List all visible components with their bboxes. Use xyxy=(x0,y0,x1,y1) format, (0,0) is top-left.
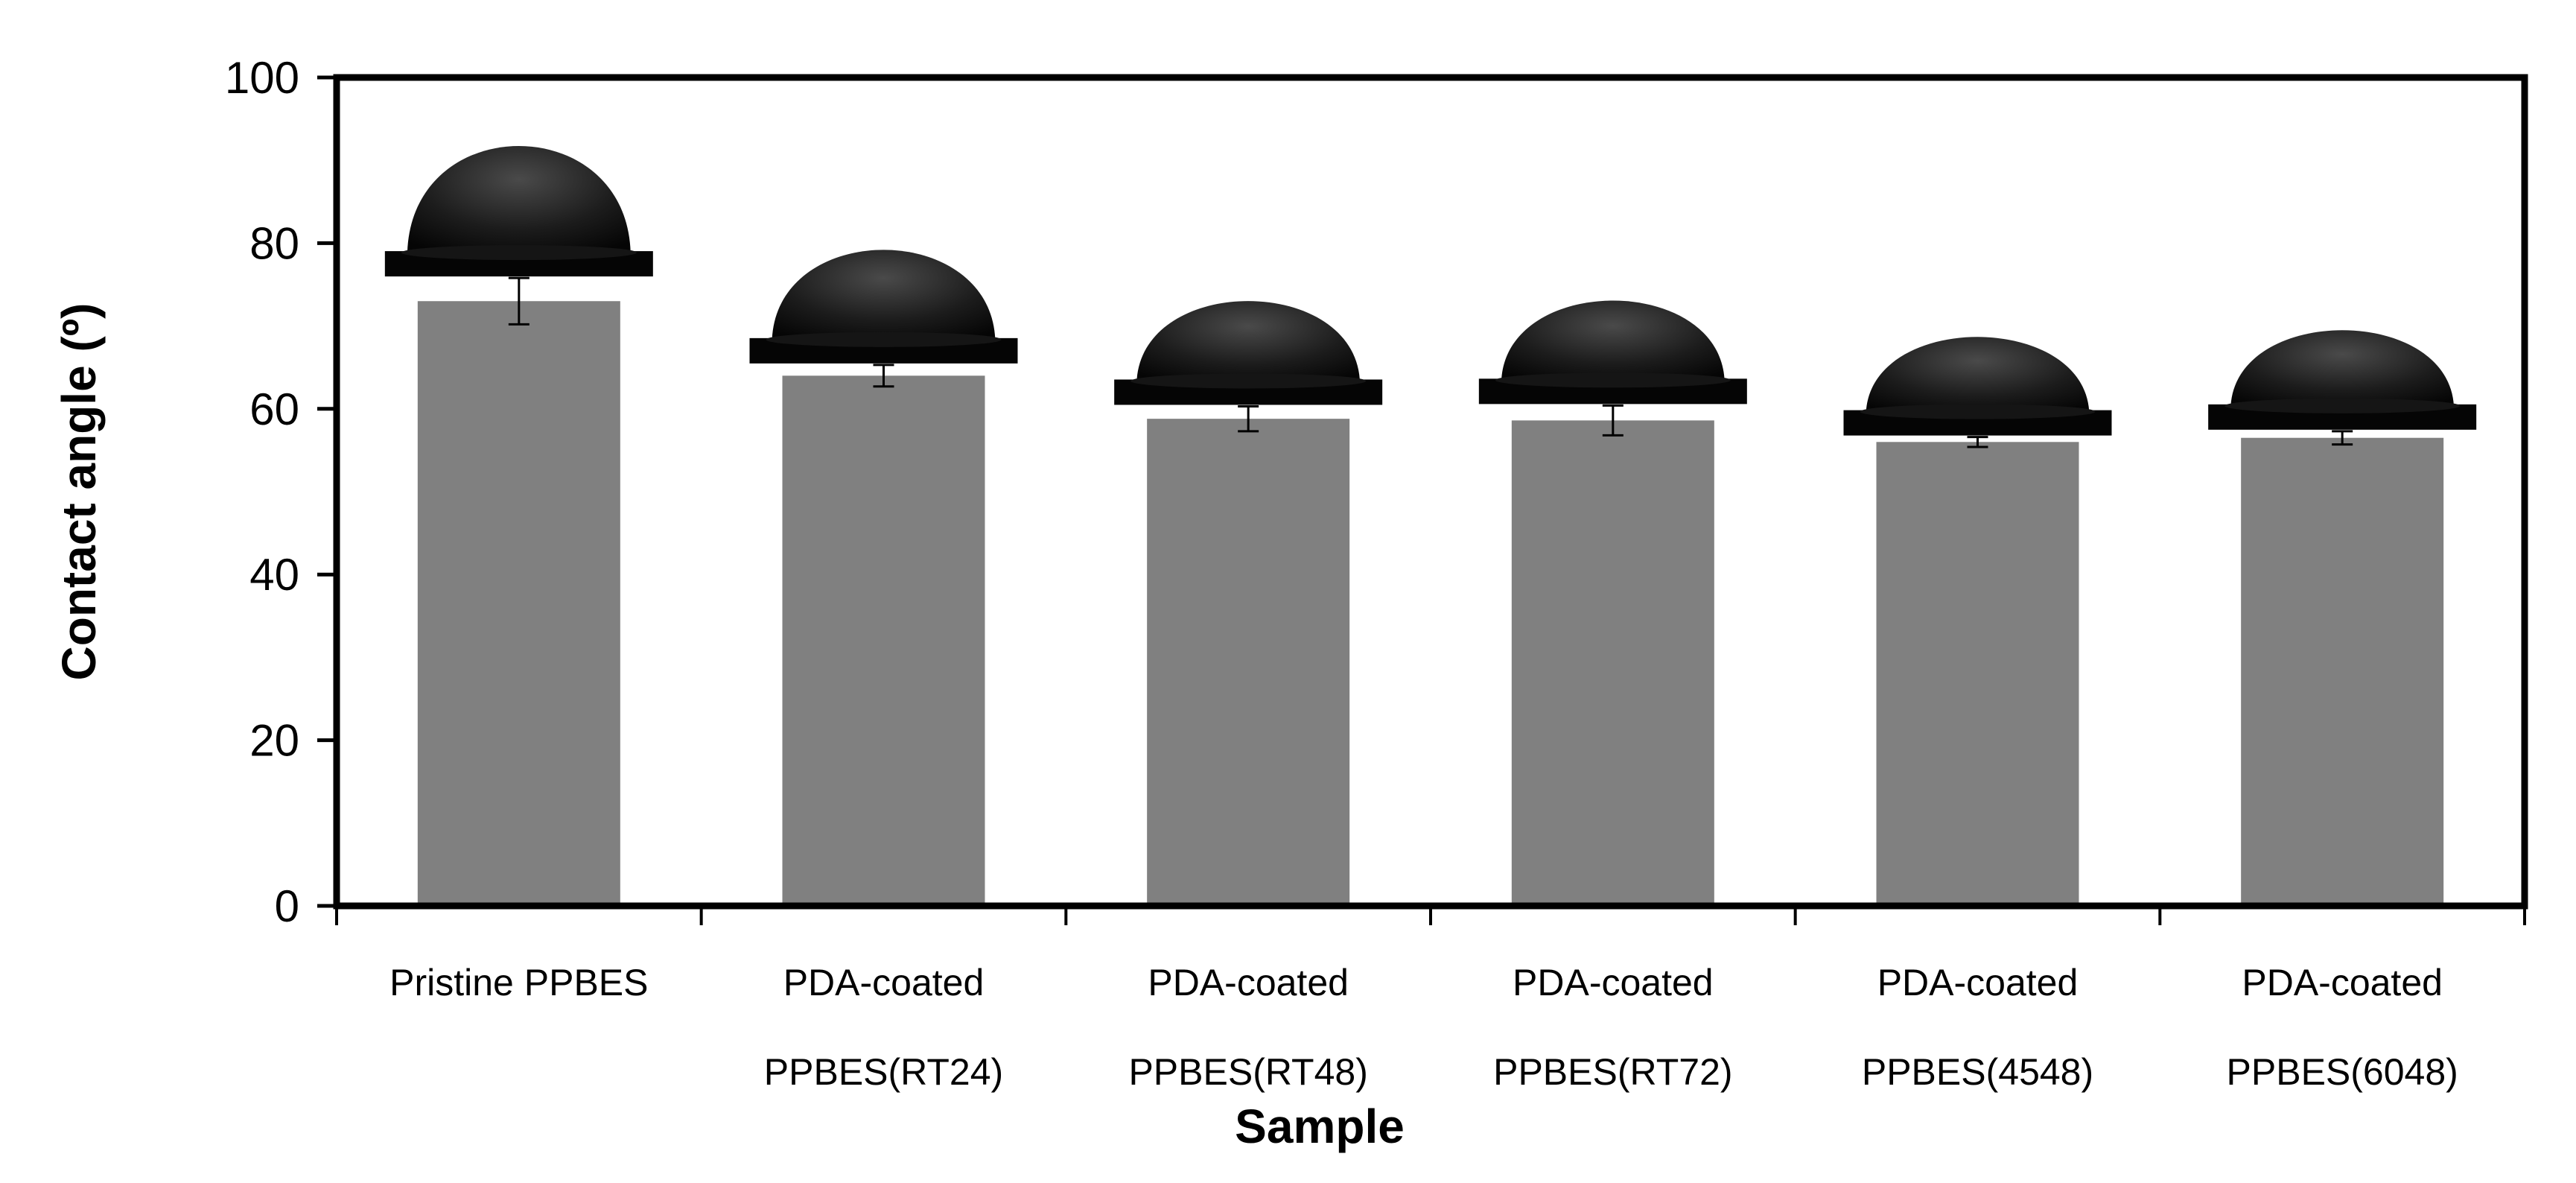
bar xyxy=(1147,419,1350,906)
x-category-label: PPBES(6048) xyxy=(2227,1051,2458,1093)
error-bar xyxy=(873,364,894,388)
x-category-label: PPBES(RT72) xyxy=(1493,1051,1732,1093)
x-category-label: PDA-coated xyxy=(2242,962,2443,1003)
droplet-image xyxy=(749,250,1018,364)
y-tick-label: 20 xyxy=(249,716,299,766)
error-bar xyxy=(508,276,529,326)
y-tick-label: 60 xyxy=(249,384,299,434)
y-axis-title: Contact angle (º) xyxy=(52,303,106,681)
droplet-image xyxy=(2208,330,2477,430)
y-axis-ticks: 0 20 40 60 80 100 xyxy=(225,53,337,931)
error-bars xyxy=(508,276,2353,448)
droplet-image xyxy=(1478,300,1747,405)
bar xyxy=(417,301,620,906)
error-bar xyxy=(1967,436,1988,448)
error-bar xyxy=(1238,405,1259,433)
y-tick-label: 80 xyxy=(249,218,299,268)
bar xyxy=(1511,420,1714,906)
x-category-label: PDA-coated xyxy=(1148,962,1349,1003)
bars xyxy=(417,301,2444,906)
plot-frame xyxy=(333,74,2528,910)
droplet-image xyxy=(384,145,653,277)
x-axis-title: Sample xyxy=(1235,1100,1405,1153)
x-category-label: PDA-coated xyxy=(1513,962,1714,1003)
bar xyxy=(2241,437,2444,906)
droplet-images xyxy=(384,145,2477,436)
error-bar xyxy=(2332,430,2353,446)
x-category-label: PPBES(RT24) xyxy=(764,1051,1003,1093)
x-category-label: PPBES(RT48) xyxy=(1128,1051,1367,1093)
x-category-label: PDA-coated xyxy=(1877,962,2079,1003)
bar xyxy=(1876,442,2079,906)
x-axis-ticks: Pristine PPBES PDA-coated PPBES(RT24) PDA-c… xyxy=(335,906,2526,1093)
droplet-image xyxy=(1114,301,1383,405)
y-tick-label: 40 xyxy=(249,550,299,600)
x-category-label: PDA-coated xyxy=(783,962,985,1003)
y-tick-label: 0 xyxy=(275,881,299,931)
droplet-image xyxy=(1843,337,2112,436)
bar xyxy=(782,375,985,906)
x-category-label: Pristine PPBES xyxy=(389,962,648,1003)
error-bar xyxy=(1602,404,1623,437)
y-tick-label: 100 xyxy=(225,53,299,103)
x-category-label: PPBES(4548) xyxy=(1862,1051,2093,1093)
